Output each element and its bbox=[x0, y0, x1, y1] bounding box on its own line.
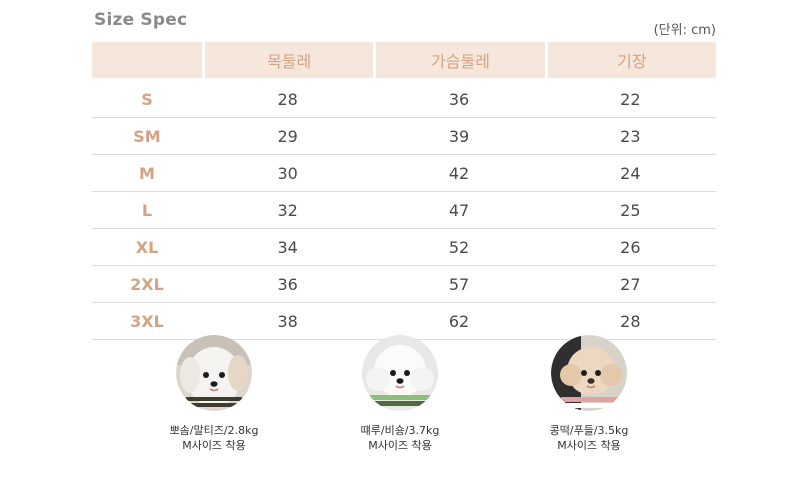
chest-value: 52 bbox=[448, 237, 470, 257]
dog-caption: 뽀솜/말티즈/2.8kg M사이즈 착용 bbox=[139, 423, 289, 453]
size-label: XL bbox=[135, 237, 159, 257]
size-label: SM bbox=[133, 126, 161, 146]
table-header: 목둘레 가슴둘레 기장 bbox=[92, 42, 716, 78]
size-label: M bbox=[139, 163, 155, 183]
neck-value: 30 bbox=[277, 163, 298, 183]
size-table: 목둘레 가슴둘레 기장 S 28 36 22 SM 29 39 23 M 30 … bbox=[92, 42, 716, 340]
table-row: S 28 36 22 bbox=[92, 81, 716, 118]
model-dog-card: 콩떡/푸들/3.5kg M사이즈 착용 bbox=[514, 335, 664, 453]
dog-size-worn: M사이즈 착용 bbox=[557, 439, 621, 452]
dog-info: 뽀솜/말티즈/2.8kg bbox=[169, 424, 259, 437]
dog-photo-bichon bbox=[362, 335, 438, 411]
header-chest: 가슴둘레 bbox=[376, 42, 545, 78]
model-dog-card: 떄루/비숑/3.7kg M사이즈 착용 bbox=[325, 335, 475, 453]
chest-value: 62 bbox=[448, 311, 470, 331]
length-value: 24 bbox=[620, 163, 641, 183]
length-value: 26 bbox=[620, 237, 641, 257]
neck-value: 28 bbox=[277, 89, 298, 109]
chest-value: 36 bbox=[448, 89, 470, 109]
table-row: M 30 42 24 bbox=[92, 155, 716, 192]
chest-value: 42 bbox=[448, 163, 470, 183]
header-blank-cell bbox=[92, 42, 202, 78]
dog-size-worn: M사이즈 착용 bbox=[182, 439, 246, 452]
model-dog-card: 뽀솜/말티즈/2.8kg M사이즈 착용 bbox=[139, 335, 289, 453]
dog-caption: 떄루/비숑/3.7kg M사이즈 착용 bbox=[325, 423, 475, 453]
size-spec-title: Size Spec bbox=[94, 10, 188, 30]
header-length: 기장 bbox=[547, 42, 716, 78]
neck-value: 34 bbox=[277, 237, 298, 257]
size-label: 2XL bbox=[130, 274, 164, 294]
table-row: SM 29 39 23 bbox=[92, 118, 716, 155]
dog-size-worn: M사이즈 착용 bbox=[368, 439, 432, 452]
size-label: S bbox=[141, 89, 153, 109]
header-neck: 목둘레 bbox=[205, 42, 374, 78]
length-value: 27 bbox=[620, 274, 641, 294]
unit-note: (단위: cm) bbox=[653, 23, 716, 38]
chest-value: 39 bbox=[448, 126, 470, 146]
length-value: 23 bbox=[620, 126, 641, 146]
neck-value: 36 bbox=[277, 274, 298, 294]
length-value: 25 bbox=[620, 200, 641, 220]
size-label: L bbox=[141, 200, 153, 220]
chest-value: 47 bbox=[448, 200, 470, 220]
table-row: 2XL 36 57 27 bbox=[92, 266, 716, 303]
table-row: L 32 47 25 bbox=[92, 192, 716, 229]
neck-value: 32 bbox=[277, 200, 298, 220]
table-row: XL 34 52 26 bbox=[92, 229, 716, 266]
dog-info: 떄루/비숑/3.7kg bbox=[360, 424, 440, 437]
length-value: 22 bbox=[620, 89, 641, 109]
neck-value: 29 bbox=[277, 126, 298, 146]
size-label: 3XL bbox=[130, 311, 164, 331]
dog-photo-maltese bbox=[176, 335, 252, 411]
neck-value: 38 bbox=[277, 311, 298, 331]
dog-caption: 콩떡/푸들/3.5kg M사이즈 착용 bbox=[514, 423, 664, 453]
chest-value: 57 bbox=[448, 274, 470, 294]
dog-photo-poodle bbox=[551, 335, 627, 411]
dog-info: 콩떡/푸들/3.5kg bbox=[549, 424, 629, 437]
model-dogs-section: 뽀솜/말티즈/2.8kg M사이즈 착용 떄루/비숑/3.7kg M사이즈 착용 bbox=[0, 335, 800, 475]
length-value: 28 bbox=[620, 311, 641, 331]
